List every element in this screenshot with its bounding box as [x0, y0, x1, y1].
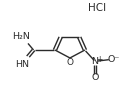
- Text: N: N: [91, 58, 99, 67]
- Text: +: +: [96, 55, 103, 64]
- Text: O: O: [66, 58, 73, 67]
- Text: HCl: HCl: [88, 3, 106, 13]
- Text: HN: HN: [15, 60, 29, 69]
- Text: O⁻: O⁻: [107, 55, 119, 64]
- Text: H₂N: H₂N: [13, 32, 30, 41]
- Text: O: O: [91, 73, 99, 82]
